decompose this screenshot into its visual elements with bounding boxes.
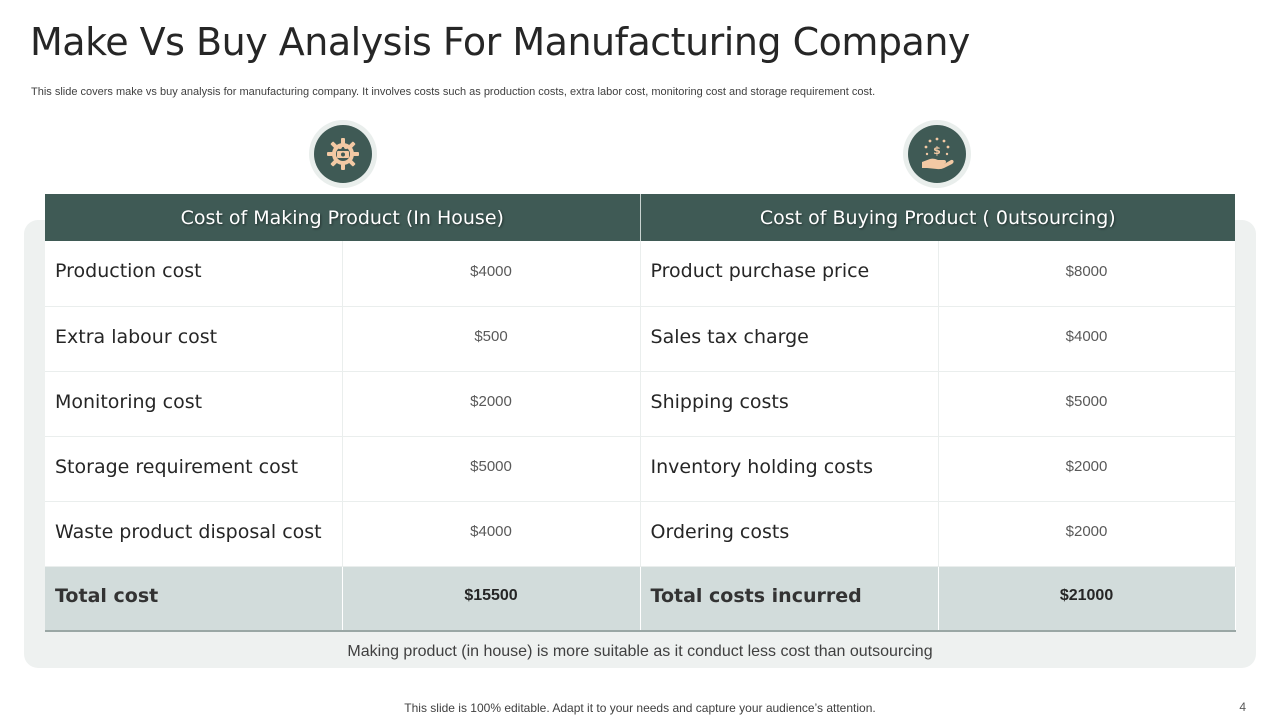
footer-note: This slide is 100% editable. Adapt it to…	[404, 701, 876, 715]
table-row: Waste product disposal cost $4000 Orderi…	[45, 501, 1236, 567]
buy-cost-value: $2000	[938, 501, 1236, 567]
table-header-row: Cost of Making Product (In House) Cost o…	[45, 194, 1236, 241]
make-cost-value: $500	[342, 306, 641, 372]
make-cost-label: Monitoring cost	[45, 371, 343, 437]
table-row: Monitoring cost $2000 Shipping costs $50…	[45, 371, 1236, 437]
make-cost-label: Waste product disposal cost	[45, 501, 343, 567]
total-row: Total cost $15500 Total costs incurred $…	[45, 566, 1236, 632]
header-buy-cost: Cost of Buying Product ( 0utsourcing)	[639, 194, 1236, 241]
buy-cost-label: Sales tax charge	[640, 306, 939, 372]
make-cost-value: $4000	[342, 241, 641, 307]
table-row: Production cost $4000 Product purchase p…	[45, 241, 1236, 307]
make-cost-label: Production cost	[45, 241, 343, 307]
buy-cost-label: Inventory holding costs	[640, 436, 939, 502]
slide-title: Make Vs Buy Analysis For Manufacturing C…	[30, 20, 970, 64]
buy-cost-value: $5000	[938, 371, 1236, 437]
make-cost-value: $5000	[342, 436, 641, 502]
make-total-value: $15500	[342, 566, 641, 632]
slide-subtitle: This slide covers make vs buy analysis f…	[31, 86, 876, 98]
make-cost-label: Storage requirement cost	[45, 436, 343, 502]
page-number: 4	[1239, 700, 1246, 714]
buy-total-label: Total costs incurred	[640, 566, 939, 632]
conclusion-text: Making product (in house) is more suitab…	[347, 643, 933, 660]
buy-cost-value: $2000	[938, 436, 1236, 502]
buy-total-value: $21000	[938, 566, 1236, 632]
buy-cost-label: Product purchase price	[640, 241, 939, 307]
make-cost-label: Extra labour cost	[45, 306, 343, 372]
table-row: Extra labour cost $500 Sales tax charge …	[45, 306, 1236, 372]
buy-icon-badge: $	[903, 120, 971, 188]
gear-money-icon	[327, 138, 359, 170]
table-row: Storage requirement cost $5000 Inventory…	[45, 436, 1236, 502]
make-total-label: Total cost	[45, 566, 343, 632]
make-cost-value: $2000	[342, 371, 641, 437]
make-vs-buy-table: Cost of Making Product (In House) Cost o…	[45, 194, 1236, 632]
hand-dollar-icon: $	[922, 137, 954, 170]
buy-cost-label: Shipping costs	[640, 371, 939, 437]
make-icon-badge	[309, 120, 377, 188]
buy-cost-value: $8000	[938, 241, 1236, 307]
make-cost-value: $4000	[342, 501, 641, 567]
svg-text:$: $	[933, 144, 941, 157]
header-make-cost: Cost of Making Product (In House)	[45, 194, 641, 241]
buy-cost-label: Ordering costs	[640, 501, 939, 567]
buy-cost-value: $4000	[938, 306, 1236, 372]
